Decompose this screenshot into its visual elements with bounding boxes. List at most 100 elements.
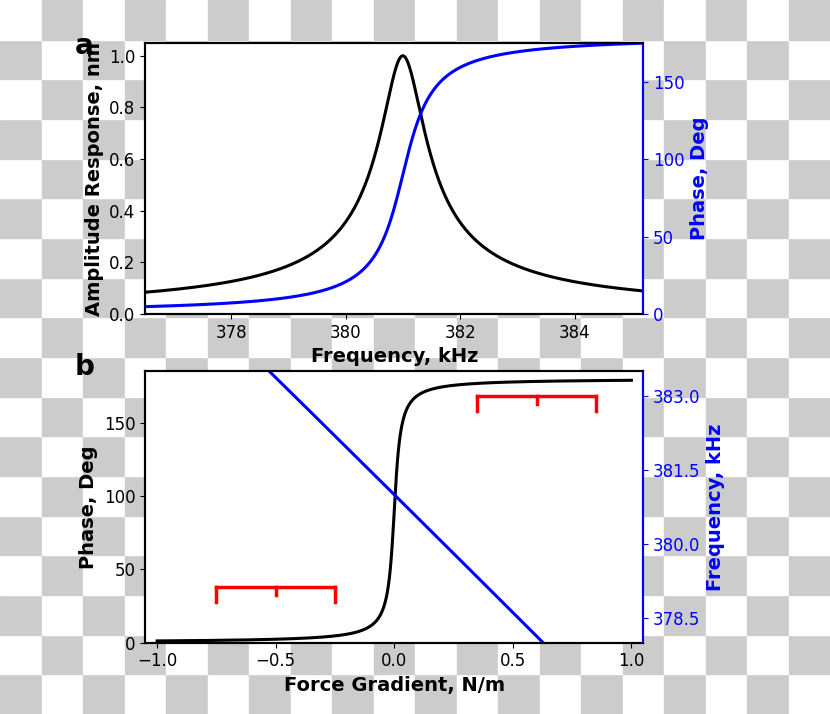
Bar (124, 674, 166, 714)
Bar (332, 516, 374, 555)
Bar (788, 119, 830, 159)
Bar (249, 317, 290, 357)
Bar (415, 278, 457, 317)
Bar (498, 674, 540, 714)
Bar (290, 40, 332, 79)
Bar (374, 357, 415, 397)
Bar (374, 79, 415, 119)
Bar (290, 159, 332, 198)
Bar (747, 436, 788, 476)
Bar (0, 436, 42, 476)
Bar (415, 317, 457, 357)
Bar (788, 357, 830, 397)
Bar (664, 159, 706, 198)
Bar (374, 119, 415, 159)
Bar (498, 317, 540, 357)
Bar (374, 198, 415, 238)
Bar (83, 476, 124, 516)
Bar (540, 40, 581, 79)
Bar (290, 0, 332, 40)
Bar (332, 357, 374, 397)
Bar (249, 198, 290, 238)
Bar (124, 238, 166, 278)
Bar (622, 555, 664, 595)
Bar (788, 674, 830, 714)
Bar (374, 397, 415, 436)
Bar (0, 159, 42, 198)
Bar (498, 238, 540, 278)
Bar (124, 436, 166, 476)
Bar (622, 278, 664, 317)
Bar (332, 555, 374, 595)
Bar (540, 635, 581, 674)
Bar (374, 278, 415, 317)
Text: b: b (75, 353, 95, 381)
Bar (788, 40, 830, 79)
Bar (208, 79, 249, 119)
Bar (747, 317, 788, 357)
Bar (249, 119, 290, 159)
Bar (332, 595, 374, 635)
Bar (788, 436, 830, 476)
Bar (415, 476, 457, 516)
Bar (290, 317, 332, 357)
Bar (581, 357, 622, 397)
Bar (166, 317, 208, 357)
Bar (457, 635, 498, 674)
Bar (83, 635, 124, 674)
Bar (540, 79, 581, 119)
Bar (208, 516, 249, 555)
Bar (124, 476, 166, 516)
Bar (415, 119, 457, 159)
Bar (706, 40, 747, 79)
Bar (124, 635, 166, 674)
Bar (83, 238, 124, 278)
Bar (706, 317, 747, 357)
Bar (788, 159, 830, 198)
Bar (457, 555, 498, 595)
Bar (42, 317, 83, 357)
Bar (788, 635, 830, 674)
Bar (208, 397, 249, 436)
Bar (747, 119, 788, 159)
Bar (498, 436, 540, 476)
Bar (581, 516, 622, 555)
Bar (540, 476, 581, 516)
Bar (332, 436, 374, 476)
Bar (124, 79, 166, 119)
Y-axis label: Phase, Deg: Phase, Deg (80, 446, 98, 568)
Bar (664, 198, 706, 238)
Bar (290, 397, 332, 436)
Bar (622, 357, 664, 397)
Bar (540, 555, 581, 595)
Bar (457, 317, 498, 357)
Bar (208, 317, 249, 357)
Bar (290, 555, 332, 595)
Bar (415, 635, 457, 674)
Bar (457, 238, 498, 278)
Bar (0, 595, 42, 635)
Bar (788, 476, 830, 516)
Bar (249, 516, 290, 555)
Bar (249, 40, 290, 79)
Bar (124, 159, 166, 198)
Bar (208, 278, 249, 317)
Bar (457, 674, 498, 714)
Bar (664, 635, 706, 674)
Bar (124, 397, 166, 436)
Bar (124, 119, 166, 159)
Bar (622, 79, 664, 119)
Bar (540, 198, 581, 238)
Bar (747, 674, 788, 714)
Bar (788, 79, 830, 119)
Bar (83, 159, 124, 198)
Bar (457, 278, 498, 317)
Bar (166, 674, 208, 714)
Bar (42, 635, 83, 674)
Bar (374, 635, 415, 674)
Bar (249, 79, 290, 119)
Bar (42, 0, 83, 40)
Bar (166, 595, 208, 635)
Bar (249, 0, 290, 40)
Bar (290, 119, 332, 159)
